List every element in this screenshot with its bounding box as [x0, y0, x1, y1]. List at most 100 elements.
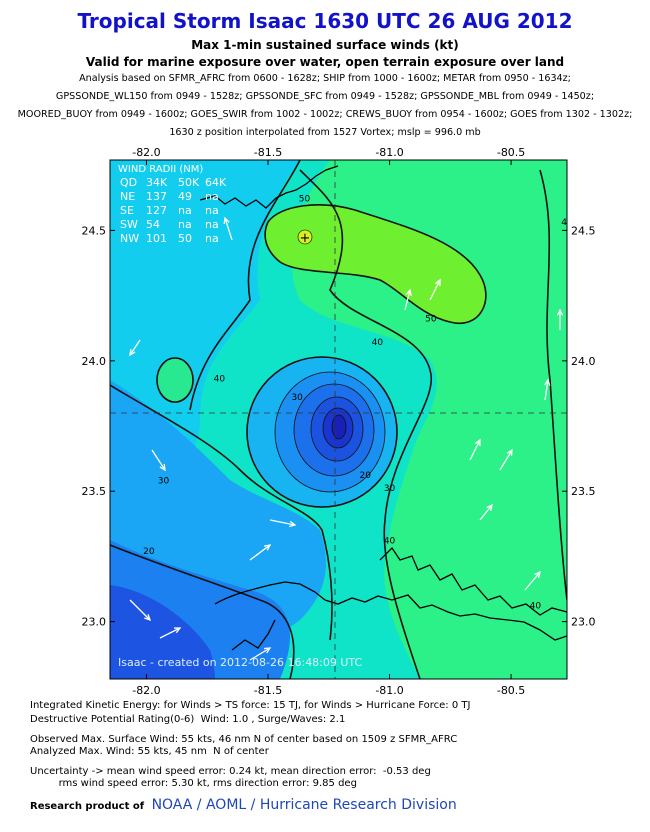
wind-arrow [469, 439, 481, 461]
uncertainty-line-2: rms wind speed error: 5.30 kt, rms direc… [30, 778, 357, 789]
wind-arrow-head [506, 448, 513, 457]
wind-radii-cell: 50 [178, 232, 192, 245]
analysis-line-2: GPSSONDE_WL150 from 0949 - 1528z; GPSSON… [55, 91, 595, 102]
wind-arrow [499, 449, 513, 471]
x-tick-label-bottom: -82.0 [132, 684, 160, 697]
wind-arrow [429, 279, 441, 301]
contour-label: 50 [299, 195, 311, 205]
max-wind-zone [265, 204, 486, 324]
contour-40-bubble [156, 357, 194, 403]
wind-arrow [129, 599, 151, 621]
wind-radii-cell: 137 [146, 190, 167, 203]
wind-radii-header: 50K [178, 176, 200, 189]
wind-radii-cell: 54 [146, 218, 160, 231]
wind-arrow [269, 519, 296, 526]
x-tick-label-bottom: -80.5 [497, 684, 525, 697]
x-tick-label-top: -81.0 [375, 146, 403, 159]
wind-radii-header: QD [120, 176, 137, 189]
wind-arrow-head [263, 647, 272, 654]
contour-label: 40 [214, 375, 226, 385]
wind-radii-cell: na [205, 190, 219, 203]
y-tick-label-left: 23.5 [82, 485, 107, 498]
contour-label: 40 [372, 338, 384, 348]
max-wind-marker-ring [297, 229, 313, 245]
wind-arrow [129, 339, 141, 356]
wind-arrow [159, 627, 181, 639]
contour-label: 40 [384, 536, 396, 546]
contour-20 [110, 544, 295, 679]
analysis-line-4: 1630 z position interpolated from 1527 V… [169, 127, 481, 138]
contour-30-west [110, 384, 333, 641]
wind-arrow-head [556, 308, 564, 316]
wind-radii-cell: NE [120, 190, 135, 203]
wind-arrow [479, 504, 493, 521]
wind-arrow-head [486, 503, 493, 511]
analysis-line-3: MOORED_BUOY from 0949 - 1600z; GOES_SWIR… [17, 109, 633, 120]
wind-contour-fill: 50 50 40 40 40 40 40 30 30 30 20 20 + WIND RADII (N… [110, 160, 573, 679]
wind-radii-header: 64K [205, 176, 227, 189]
contour-label: 20 [143, 547, 155, 557]
core-zone-5 [332, 415, 346, 439]
wind-radii-cell: 127 [146, 204, 167, 217]
contour-label: 50 [425, 315, 437, 325]
wind-arrow [404, 289, 411, 311]
cuba-keys [379, 546, 567, 616]
credit-line: Research product of NOAA / AOML / Hurric… [30, 797, 457, 813]
wind-arrow-head [534, 570, 541, 578]
max-wind-marker: + [300, 231, 311, 246]
wind-radii-cell: na [205, 232, 219, 245]
contour-label: 40 [561, 218, 573, 228]
ike-text: Integrated Kinetic Energy: for Winds > T… [30, 700, 471, 711]
wind-arrow [249, 544, 271, 561]
wind-arrow-head [129, 348, 136, 357]
contour-label: 30 [384, 484, 396, 494]
wind-radii-cell: 49 [178, 190, 192, 203]
wind-radii-cell: na [205, 218, 219, 231]
wind-arrow-head [159, 463, 166, 472]
x-tick-label-bottom: -81.0 [375, 684, 403, 697]
wind-arrow [544, 379, 549, 401]
wind-field-map: 50 50 40 40 40 40 40 30 30 30 20 20 + WIND RADII (N… [82, 146, 596, 697]
wind-radii-title: WIND RADII (NM) [118, 164, 203, 175]
y-tick-label-right: 24.5 [571, 224, 596, 237]
chart-subtitle: Max 1-min sustained surface winds (kt) [191, 38, 459, 52]
y-tick-label-left: 23.0 [82, 616, 107, 629]
wind-radii-cell: SW [120, 218, 138, 231]
analysis-line-1: Analysis based on SFMR_AFRC from 0600 - … [79, 73, 571, 84]
wind-radii-cell: na [205, 204, 219, 217]
wind-arrow-head [405, 288, 412, 297]
dpr-text: Destructive Potential Rating(0-6) Wind: … [30, 714, 346, 725]
wind-radii-cell: na [178, 204, 192, 217]
wind-arrow-head [144, 614, 152, 622]
contour-label: 30 [158, 476, 170, 486]
axes: -82.0 -82.0 -81.5 -81.5 -81.0 -81.0 -80.5 -80.5… [82, 146, 596, 697]
coastlines [199, 165, 567, 651]
y-tick-label-right: 23.5 [571, 485, 596, 498]
wind-radii-cell: 101 [146, 232, 167, 245]
florida-keys-coast [199, 165, 339, 209]
wind-arrow-head [223, 216, 230, 225]
wind-arrow [151, 449, 166, 471]
wind-arrow-head [289, 520, 297, 528]
wind-arrow-head [544, 378, 551, 386]
x-tick-label-top: -82.0 [132, 146, 160, 159]
y-tick-label-right: 23.0 [571, 616, 596, 629]
west-bubble-zone [157, 358, 193, 402]
wind-arrow [249, 647, 271, 661]
watermark: Isaac - created on 2012-08-26 16:48:09 U… [118, 656, 363, 669]
wind-radii-cell: NW [120, 232, 139, 245]
credit-org: NOAA / AOML / Hurricane Research Divisio… [151, 797, 457, 813]
wind-arrow [524, 571, 541, 591]
plot-frame [109, 159, 568, 680]
contour-labels: 50 50 40 40 40 40 40 30 30 30 20 20 [143, 195, 573, 612]
y-tick-label-left: 24.5 [82, 224, 107, 237]
wind-radii-cell: na [178, 218, 192, 231]
wind-arrow-head [474, 438, 481, 447]
credit-label: Research product of [30, 801, 145, 812]
contour-label: 30 [291, 393, 303, 403]
contour-lines [110, 160, 567, 679]
observed-max-text: Observed Max. Surface Wind: 55 kts, 46 n… [30, 734, 458, 745]
wind-radii-header: 34K [146, 176, 168, 189]
y-tick-label-right: 24.0 [571, 355, 596, 368]
